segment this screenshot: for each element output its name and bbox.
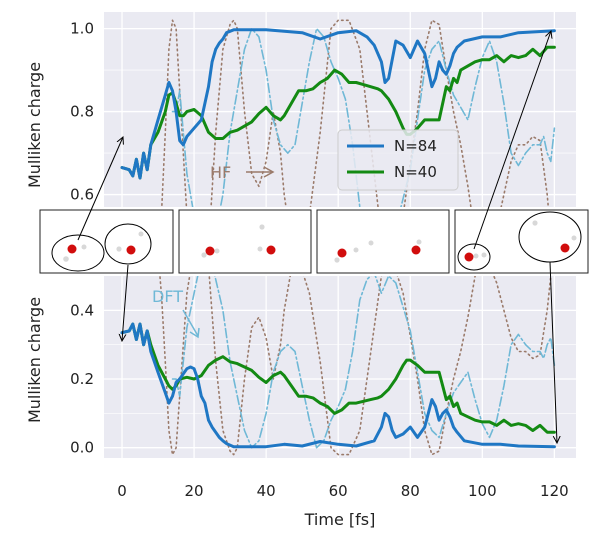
hf-annotation-arrowhead [263, 166, 275, 178]
upper-series [120, 19, 556, 207]
inset-4-oxygen-a [464, 252, 474, 262]
connector-inset4-upper [473, 31, 551, 250]
x-tick-label-20: 20 [185, 482, 204, 500]
lower-y-ticks: 0.0 0.2 0.4 [70, 301, 94, 456]
inset-4-hydrogen-b1 [532, 220, 538, 226]
upper-series-dft [171, 27, 556, 207]
inset-1-hydrogen-b2 [138, 231, 144, 237]
dft-annotation-arrow [182, 309, 199, 337]
lower-series-hf [159, 276, 552, 456]
lower-y-tick-label-0.0: 0.0 [70, 439, 94, 457]
inset-3-frame [316, 209, 450, 274]
legend-label-n84: N=84 [394, 137, 437, 155]
inset-2-hydrogen-a2 [214, 248, 220, 254]
x-tick-label-80: 80 [401, 482, 420, 500]
inset-3-hydrogen-a2 [353, 247, 359, 253]
connector-inset4-lower [549, 261, 557, 443]
legend-label-n40: N=40 [394, 163, 437, 181]
inset-4-oxygen-b [560, 243, 570, 253]
inset-3-oxygen-b [411, 245, 421, 255]
inset-1-hydrogen-a2 [81, 244, 87, 250]
inset-4-hydrogen-a1 [473, 253, 479, 259]
inset-4-frame [454, 209, 589, 274]
x-tick-label-120: 120 [540, 482, 569, 500]
inset-1-oxygen-b [126, 245, 136, 255]
dft-annotation-label: DFT [152, 287, 183, 306]
x-axis-label: Time [fs] [304, 510, 376, 529]
lower-y-tick-label-0.2: 0.2 [70, 370, 94, 388]
x-tick-label-40: 40 [257, 482, 276, 500]
inset-2-hydrogen-b2 [259, 224, 265, 230]
legend: N=84 N=40 [337, 129, 459, 191]
inset-2 [178, 209, 312, 274]
upper-y-ticks: 0.6 0.8 1.0 [70, 20, 94, 204]
inset-4-hydrogen-b2 [571, 235, 577, 241]
inset-3-hydrogen-a1 [334, 257, 340, 263]
inset-1-oxygen-a [67, 244, 77, 254]
connector-inset1-lower [122, 264, 129, 341]
upper-y-tick-label-0.6: 0.6 [70, 186, 94, 204]
lower-y-axis-label: Mulliken charge [25, 297, 44, 423]
inset-1-frame [39, 209, 174, 274]
x-tick-label-60: 60 [329, 482, 348, 500]
inset-2-hydrogen-b1 [257, 246, 263, 252]
inset-2-frame [178, 209, 312, 274]
lower-series-dft [171, 276, 556, 449]
inset-4-hydrogen-a2 [481, 252, 487, 258]
x-ticks: 0 20 40 60 80 100 120 [117, 482, 568, 500]
inset-3-hydrogen-b1 [416, 239, 422, 245]
inset-4 [454, 209, 589, 274]
inset-1-hydrogen-b1 [116, 246, 122, 252]
inset-4-ellipse-left [457, 243, 491, 271]
inset-2-oxygen-b [266, 245, 276, 255]
lower-series [120, 276, 556, 456]
upper-series-n84 [120, 28, 556, 180]
upper-y-axis-label: Mulliken charge [25, 62, 44, 188]
inset-3-oxygen-a [337, 248, 347, 258]
x-tick-label-100: 100 [468, 482, 497, 500]
inset-1 [39, 209, 174, 274]
inset-1-ellipse-left [51, 234, 105, 272]
lower-y-tick-label-0.4: 0.4 [70, 301, 94, 319]
inset-2-hydrogen-a1 [201, 252, 207, 258]
connector-inset1-upper [77, 137, 123, 241]
x-tick-label-0: 0 [117, 482, 127, 500]
hf-annotation-label: HF [210, 163, 231, 182]
inset-1-ellipse-right [104, 223, 152, 265]
inset-1-hydrogen-a1 [63, 256, 69, 262]
upper-series-hf [160, 19, 550, 207]
inset-3 [316, 209, 450, 274]
dft-annotation-arrowhead [189, 327, 200, 339]
inset-2-oxygen-a [205, 246, 215, 256]
lower-series-n84 [120, 322, 556, 449]
upper-y-tick-label-1.0: 1.0 [70, 20, 94, 38]
inset-3-hydrogen-a3 [368, 240, 374, 246]
upper-y-tick-label-0.8: 0.8 [70, 103, 94, 121]
